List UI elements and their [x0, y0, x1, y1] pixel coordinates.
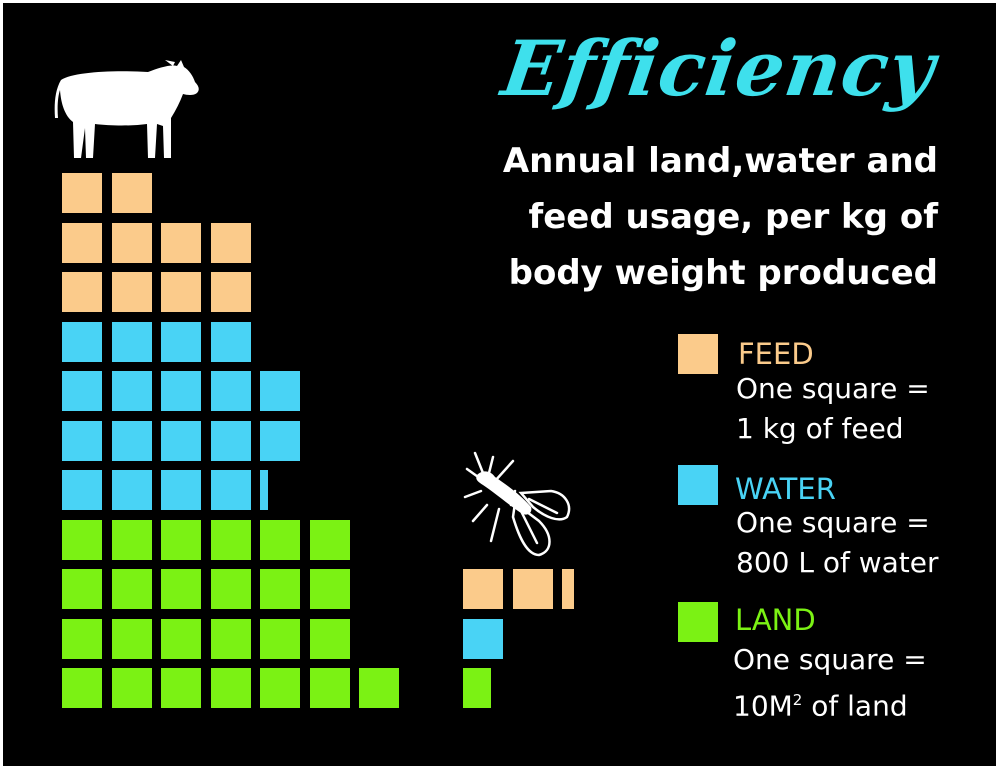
water-square — [210, 420, 251, 461]
legend-desc-line: 10M2 of land — [733, 680, 927, 726]
legend-name-land: LAND — [735, 603, 816, 637]
land-square — [62, 668, 102, 708]
land-square — [111, 569, 152, 609]
water-square — [260, 420, 300, 461]
land-square — [161, 668, 201, 708]
land-square — [161, 569, 201, 609]
water-square — [463, 618, 503, 659]
water-square — [161, 321, 201, 362]
subtitle: Annual land,water and feed usage, per kg… — [458, 133, 938, 301]
land-square — [161, 618, 201, 659]
feed-square — [111, 272, 152, 312]
land-square — [210, 569, 251, 609]
legend-swatch-water — [678, 465, 718, 505]
water-square — [210, 371, 251, 411]
water-square — [111, 470, 152, 510]
land-square — [309, 618, 350, 659]
feed-square — [62, 173, 102, 213]
land-square — [309, 569, 350, 609]
water-square — [161, 371, 201, 411]
fly-silhouette-icon — [463, 451, 571, 557]
water-square — [210, 470, 251, 510]
infographic-panel: Efficiency Annual land,water and feed us… — [3, 3, 996, 766]
land-square — [309, 668, 350, 708]
water-square — [260, 371, 300, 411]
legend-swatch-feed — [678, 334, 718, 374]
feed-square — [210, 272, 251, 312]
water-square — [62, 371, 102, 411]
land-square — [62, 519, 102, 560]
land-square — [111, 668, 152, 708]
water-square — [161, 470, 201, 510]
water-square — [260, 470, 268, 510]
water-square — [111, 371, 152, 411]
feed-square — [111, 173, 152, 213]
cow-silhouette-icon — [54, 60, 199, 158]
legend-swatch-land — [678, 602, 718, 642]
land-square — [260, 519, 300, 560]
water-square — [210, 321, 251, 362]
land-square — [111, 618, 152, 659]
land-square — [260, 618, 300, 659]
legend-desc-line: 800 L of water — [736, 546, 939, 579]
land-square — [260, 668, 300, 708]
legend-desc-line: One square = — [736, 506, 930, 539]
land-square — [210, 519, 251, 560]
water-square — [62, 470, 102, 510]
land-square — [111, 519, 152, 560]
water-square — [161, 420, 201, 461]
land-square — [309, 519, 350, 560]
land-square — [210, 668, 251, 708]
land-square — [359, 668, 399, 708]
legend-name-water: WATER — [735, 472, 836, 506]
subtitle-line: Annual land,water and — [502, 141, 938, 181]
legend-desc-land: One square = 10M2 of land — [733, 640, 927, 726]
feed-square — [512, 569, 553, 609]
legend-desc-feed: One square = 1 kg of feed — [736, 369, 930, 449]
subtitle-line: body weight produced — [508, 253, 938, 293]
feed-square — [210, 222, 251, 263]
subtitle-line: feed usage, per kg of — [528, 197, 938, 237]
water-square — [111, 321, 152, 362]
feed-square — [62, 222, 102, 263]
water-square — [62, 321, 102, 362]
water-square — [111, 420, 152, 461]
land-square — [161, 519, 201, 560]
land-square — [62, 618, 102, 659]
feed-square — [111, 222, 152, 263]
water-square — [62, 420, 102, 461]
feed-square — [62, 272, 102, 312]
legend-name-feed: FEED — [738, 337, 814, 371]
legend-unit-suffix: of land — [802, 689, 908, 723]
land-square — [260, 569, 300, 609]
legend-desc-line: One square = — [736, 372, 930, 405]
legend-unit: 10M — [733, 689, 793, 723]
feed-square — [562, 569, 574, 609]
land-square — [210, 618, 251, 659]
legend-desc-line: 1 kg of feed — [736, 412, 904, 445]
legend-unit-superscript: 2 — [792, 691, 803, 709]
legend-desc-water: One square = 800 L of water — [736, 503, 939, 583]
title: Efficiency — [496, 24, 941, 113]
legend-desc-line: One square = — [733, 643, 927, 676]
feed-square — [463, 569, 503, 609]
land-square — [62, 569, 102, 609]
feed-square — [161, 222, 201, 263]
land-square — [463, 668, 491, 708]
feed-square — [161, 272, 201, 312]
